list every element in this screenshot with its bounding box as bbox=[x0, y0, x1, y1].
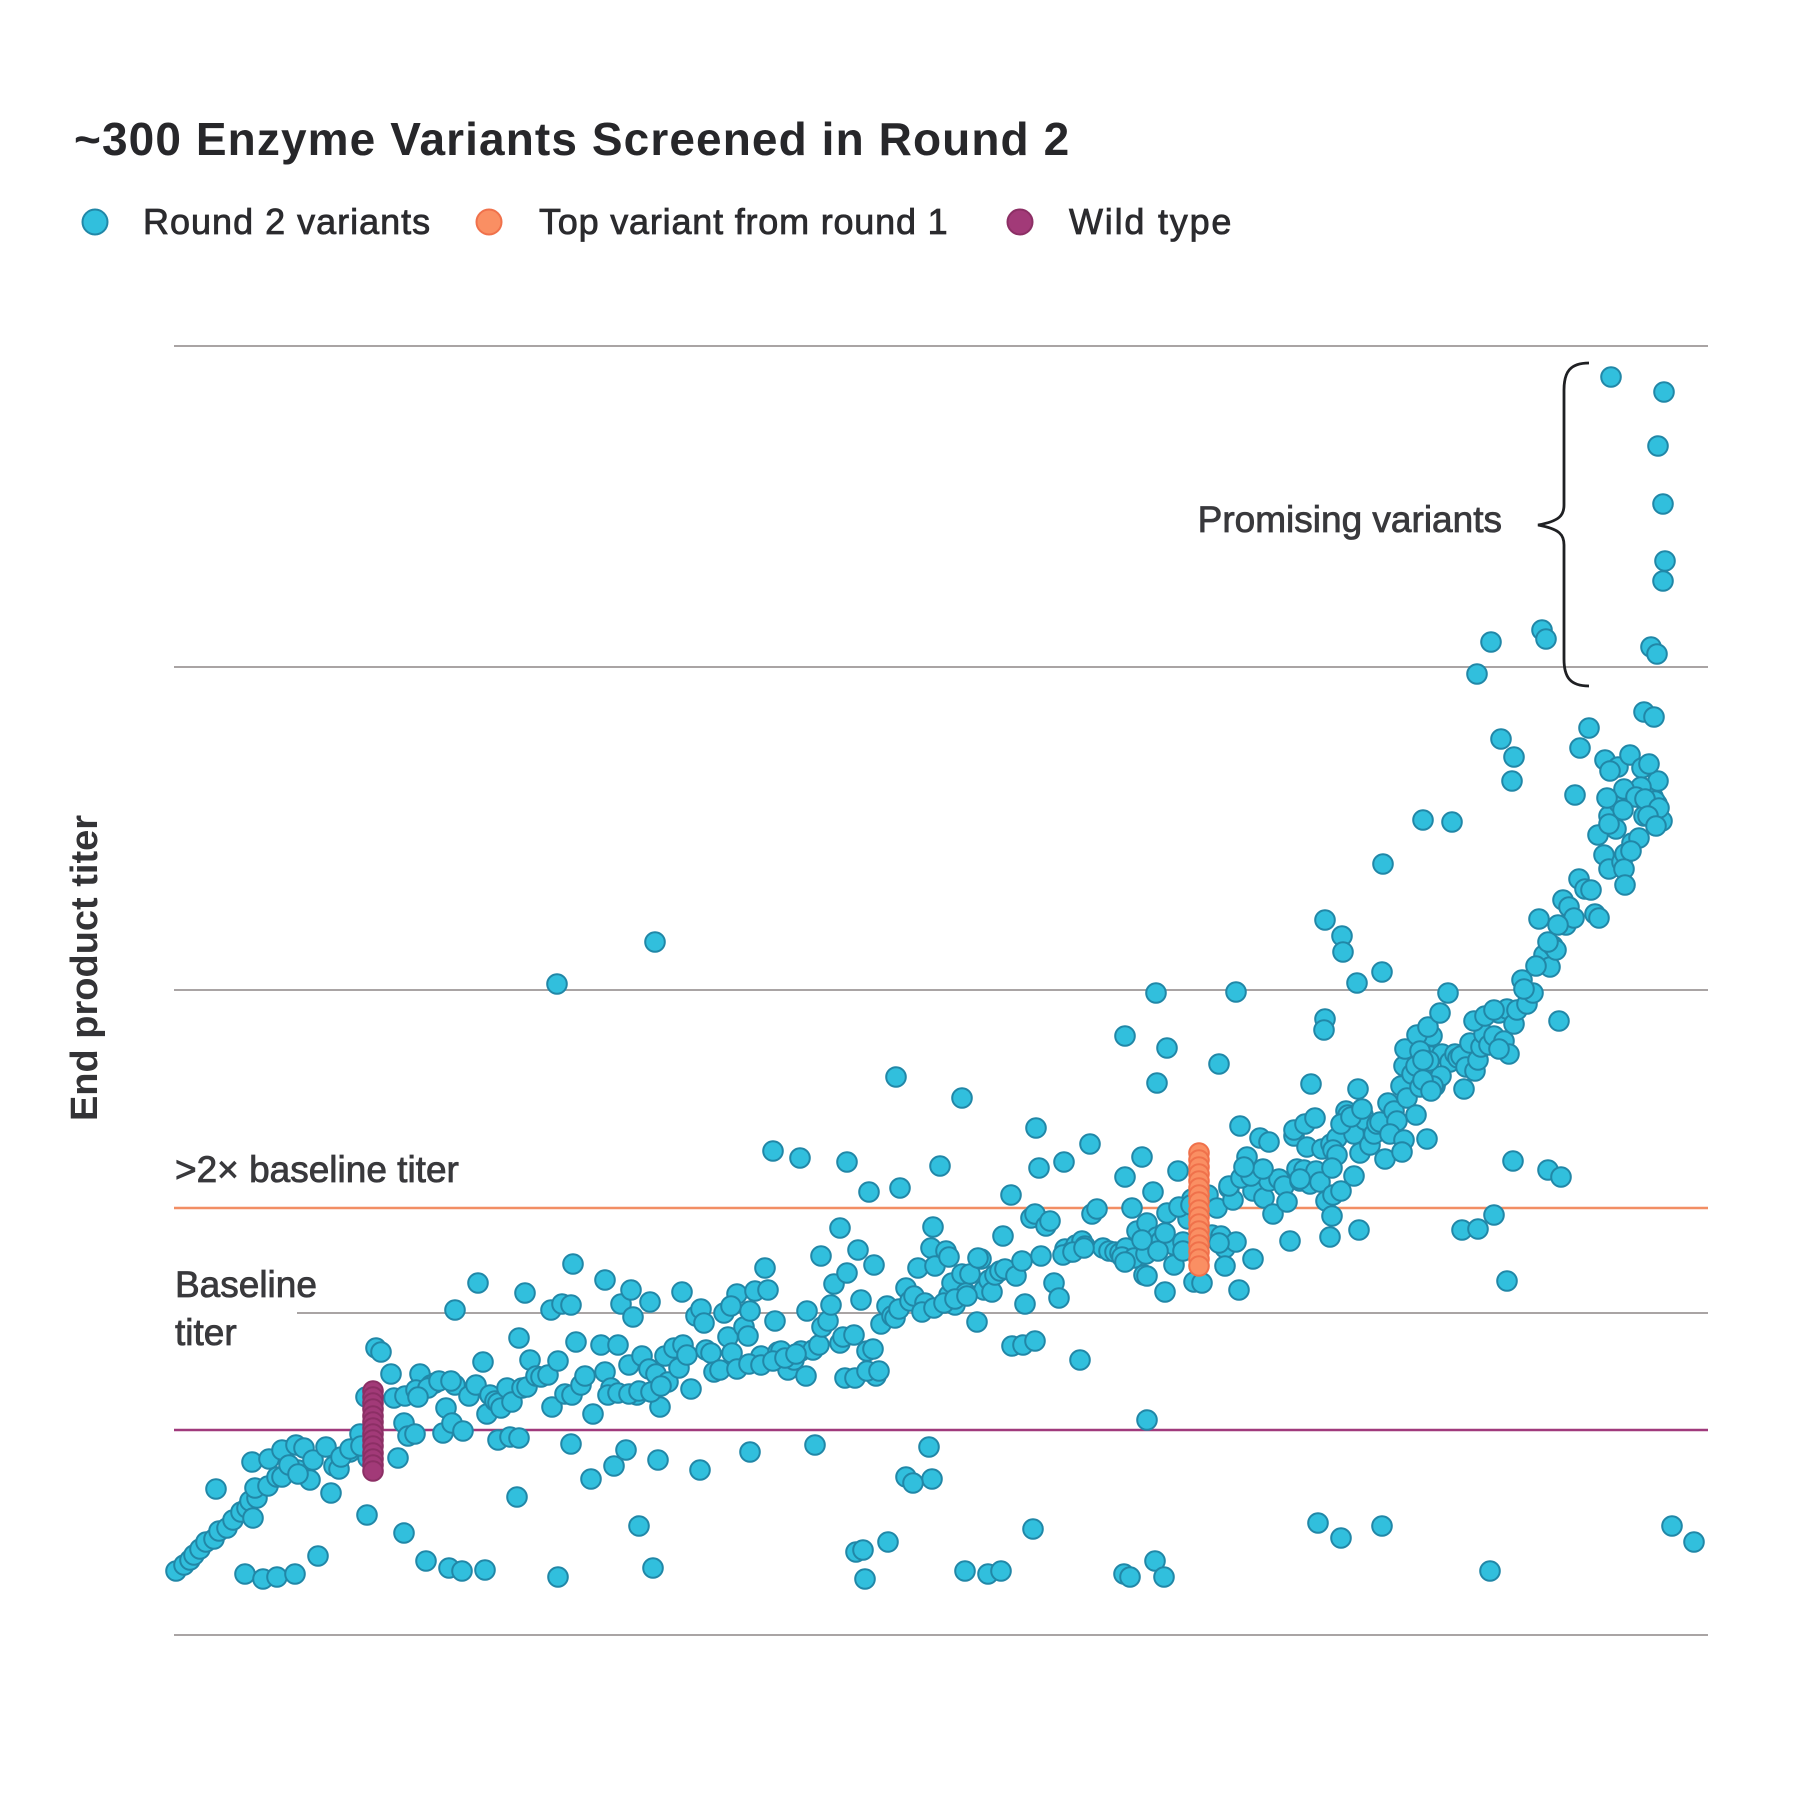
svg-text:titer: titer bbox=[175, 1312, 237, 1353]
svg-text:~300 Enzyme Variants Screened: ~300 Enzyme Variants Screened in Round 2 bbox=[74, 113, 1070, 165]
svg-text:Baseline: Baseline bbox=[175, 1264, 317, 1305]
svg-text:>2× baseline titer: >2× baseline titer bbox=[175, 1149, 459, 1190]
svg-text:Promising variants: Promising variants bbox=[1198, 499, 1502, 540]
svg-text:Top variant from round 1: Top variant from round 1 bbox=[539, 201, 948, 242]
svg-text:End product titer: End product titer bbox=[64, 815, 106, 1121]
svg-text:Round 2 variants: Round 2 variants bbox=[143, 201, 431, 242]
svg-text:Wild type: Wild type bbox=[1069, 201, 1233, 242]
